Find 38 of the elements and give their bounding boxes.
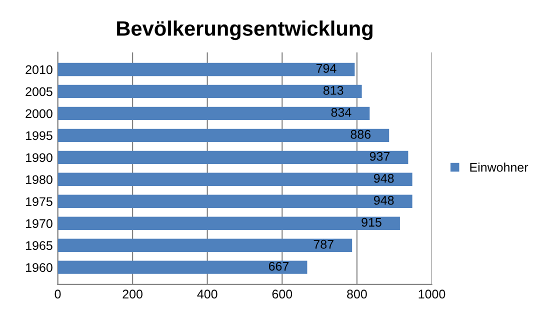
bar <box>58 260 308 274</box>
y-tick-label: 2010 <box>26 65 52 74</box>
bar <box>58 238 352 252</box>
data-label: 813 <box>323 86 344 95</box>
bar <box>58 84 362 98</box>
data-label: 948 <box>374 196 394 205</box>
legend-label: Einwohner <box>470 162 528 172</box>
data-label: 915 <box>362 218 382 227</box>
x-tick-label: 1000 <box>418 290 446 299</box>
y-tick-label: 1965 <box>26 241 52 250</box>
y-tick-label: 1970 <box>26 219 52 228</box>
x-tick-label: 600 <box>272 290 292 299</box>
y-tick-label: 1980 <box>26 175 52 184</box>
bar <box>58 150 408 164</box>
y-tick-label: 1960 <box>26 263 52 272</box>
data-label: 787 <box>314 240 334 249</box>
chart-title: Bevölkerungsentwicklung <box>117 20 372 40</box>
bar <box>58 62 355 76</box>
y-tick-label: 2005 <box>26 87 52 96</box>
y-tick-label: 1975 <box>26 197 52 206</box>
x-tick-label: 0 <box>54 290 61 299</box>
bar <box>58 106 370 120</box>
y-tick-label: 1995 <box>26 131 52 140</box>
bar <box>58 172 412 186</box>
data-label: 937 <box>370 152 390 161</box>
data-label: 834 <box>331 108 352 117</box>
x-tick-label: 800 <box>347 290 367 299</box>
data-label: 948 <box>374 174 394 183</box>
x-tick-label: 400 <box>197 290 218 299</box>
bar <box>58 128 390 142</box>
bar <box>58 194 412 208</box>
data-label: 794 <box>316 64 336 73</box>
bar <box>58 216 400 230</box>
y-tick-label: 1990 <box>26 153 52 162</box>
y-tick-label: 2000 <box>26 109 52 118</box>
x-tick-label: 200 <box>122 290 142 299</box>
data-label: 667 <box>268 262 289 271</box>
data-label: 886 <box>350 130 371 139</box>
